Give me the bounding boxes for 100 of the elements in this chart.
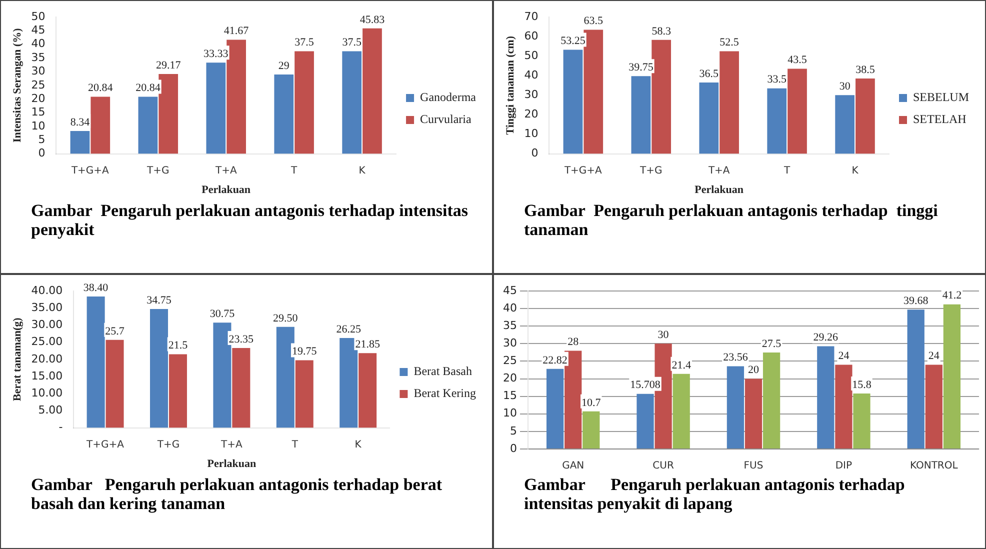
y-tick-label: 45 bbox=[31, 24, 46, 37]
y-tick-label: 20.00 bbox=[31, 352, 63, 366]
data-label: 58.3 bbox=[652, 25, 672, 38]
data-label: 28 bbox=[568, 336, 580, 348]
bar bbox=[744, 378, 762, 448]
bar bbox=[943, 304, 961, 448]
legend-label: SEBELUM bbox=[912, 90, 970, 104]
data-label: 21.4 bbox=[672, 359, 692, 372]
y-tick-label: 35 bbox=[31, 50, 46, 64]
data-label: 23.56 bbox=[723, 352, 748, 364]
data-label: 10.7 bbox=[582, 396, 602, 409]
y-tick-label: 30 bbox=[502, 336, 517, 350]
y-tick-label: - bbox=[58, 420, 63, 434]
y-tick-label: 20 bbox=[502, 372, 517, 385]
x-tick-label: CUR bbox=[652, 460, 674, 472]
legend-label: SETELAH bbox=[912, 112, 967, 126]
y-tick-label: 15.00 bbox=[31, 369, 63, 382]
y-tick-label: 30 bbox=[524, 88, 538, 102]
bar bbox=[106, 340, 124, 428]
y-tick-label: 50 bbox=[31, 10, 46, 23]
x-tick-label: T+A bbox=[707, 165, 730, 176]
x-tick-label: T+G+A bbox=[563, 165, 602, 176]
bar bbox=[70, 130, 90, 154]
data-label: 39.68 bbox=[903, 295, 929, 308]
bar bbox=[295, 360, 314, 428]
y-tick-label: 15 bbox=[31, 106, 46, 119]
x-tick-label: FUS bbox=[744, 460, 764, 472]
text: Gambar Pengaruh perlakuan antagonis terhadap intensitas penyakit bbox=[30, 201, 470, 239]
bar bbox=[294, 51, 314, 154]
data-label: 21.5 bbox=[168, 340, 188, 352]
data-label: 24 bbox=[838, 350, 850, 362]
data-label: 29.26 bbox=[813, 332, 839, 344]
bar bbox=[762, 352, 780, 448]
bar bbox=[563, 50, 583, 154]
legend-label: Berat Basah bbox=[414, 364, 472, 378]
data-label: 29.50 bbox=[273, 312, 298, 324]
legend-label: Curvularia bbox=[420, 112, 472, 126]
x-tick-label: DIP bbox=[835, 460, 852, 472]
x-axis-title: Perlakuan bbox=[694, 184, 744, 196]
data-label: 36.5 bbox=[699, 68, 720, 80]
bar bbox=[150, 308, 168, 428]
data-label: 63.5 bbox=[584, 15, 604, 28]
bar bbox=[853, 394, 870, 448]
y-axis-title: Intensitas Serangan (%) bbox=[11, 28, 24, 143]
text: Gambar Pengaruh perlakuan antagonis terhadap berat basah dan kering tanaman bbox=[30, 475, 444, 513]
y-tick-label: 5 bbox=[38, 132, 46, 146]
data-label: 20.84 bbox=[136, 82, 161, 94]
bar bbox=[835, 95, 855, 154]
bar bbox=[168, 354, 187, 428]
data-label: 38.5 bbox=[856, 64, 876, 76]
bar bbox=[206, 62, 226, 154]
bar bbox=[636, 394, 654, 448]
y-tick-label: 50 bbox=[524, 48, 538, 62]
x-tick-label: T bbox=[783, 165, 791, 176]
y-axis-title: Berat tanaman(g) bbox=[11, 317, 24, 402]
data-label: 53.25 bbox=[560, 35, 586, 48]
data-label: 52.5 bbox=[720, 36, 740, 49]
data-label: 22.82 bbox=[542, 354, 568, 366]
y-tick-label: 35 bbox=[502, 318, 517, 332]
bar bbox=[90, 96, 110, 154]
data-label: 24 bbox=[928, 350, 940, 362]
x-tick-label: K bbox=[358, 165, 366, 176]
legend-label: Berat Kering bbox=[414, 386, 476, 400]
x-tick-label: T+G+A bbox=[86, 439, 124, 450]
y-tick-label: 70 bbox=[524, 10, 538, 23]
bar bbox=[907, 310, 924, 448]
data-label: 15.708 bbox=[630, 379, 661, 392]
y-tick-label: 10.00 bbox=[31, 386, 63, 400]
y-tick-label: 0 bbox=[531, 146, 538, 160]
data-label: 33.33 bbox=[204, 48, 229, 60]
data-label: 33.5 bbox=[767, 74, 787, 86]
y-tick-label: 25 bbox=[31, 78, 46, 92]
bar bbox=[925, 364, 942, 448]
x-tick-label: T+G bbox=[146, 165, 170, 176]
bar bbox=[699, 82, 719, 154]
bar bbox=[546, 368, 564, 448]
data-label: 19.75 bbox=[292, 346, 318, 358]
data-label: 34.75 bbox=[146, 294, 172, 306]
data-label: 41.2 bbox=[942, 290, 962, 302]
y-tick-label: 5 bbox=[510, 424, 517, 438]
bar bbox=[158, 74, 178, 154]
text: Gambar Pengaruh perlakuan antagonis terhadap intensitas penyakit di lapang bbox=[523, 475, 906, 513]
data-label: 39.75 bbox=[628, 62, 654, 74]
data-label: 15.8 bbox=[852, 378, 872, 391]
bar bbox=[274, 74, 294, 154]
y-tick-label: 20 bbox=[31, 92, 46, 105]
data-label: 25.7 bbox=[105, 325, 125, 338]
y-tick-label: 25.00 bbox=[31, 335, 63, 348]
bar bbox=[232, 348, 250, 428]
y-tick-label: 40.00 bbox=[31, 284, 63, 297]
y-tick-label: 5.00 bbox=[38, 404, 63, 417]
bar bbox=[138, 96, 158, 154]
x-axis-title: Perlakuan bbox=[207, 458, 256, 470]
bar bbox=[362, 28, 382, 154]
data-label: 23.35 bbox=[228, 333, 254, 346]
bar bbox=[226, 40, 246, 154]
y-tick-label: 35.00 bbox=[31, 300, 63, 314]
data-label: 27.5 bbox=[762, 338, 782, 350]
bar bbox=[726, 366, 744, 448]
data-label: 37.5 bbox=[342, 36, 362, 49]
